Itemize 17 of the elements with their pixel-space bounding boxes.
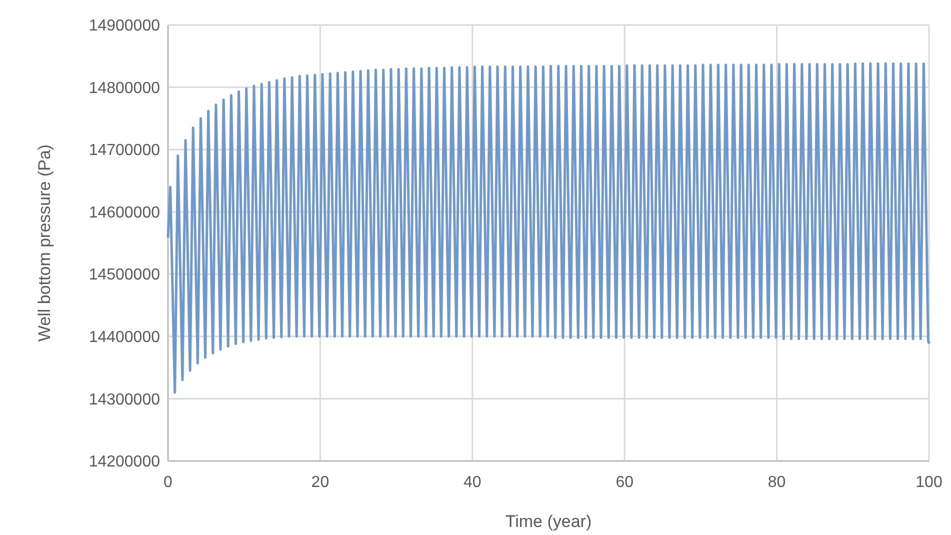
x-tick-label: 0 <box>164 474 173 491</box>
x-axis-title: Time (year) <box>505 512 592 531</box>
x-tick-label: 20 <box>311 474 330 491</box>
line-series <box>166 62 930 394</box>
y-tick-label: 14300000 <box>88 391 160 408</box>
x-tick-label: 80 <box>768 474 786 491</box>
y-tick-label: 14700000 <box>88 142 160 160</box>
x-tick-label: 40 <box>464 474 482 491</box>
y-axis-title: Well bottom pressure (Pa) <box>35 144 54 342</box>
y-tick-label: 14400000 <box>88 329 160 346</box>
x-tick-label: 60 <box>616 474 634 491</box>
y-tick-label: 14200000 <box>88 454 160 471</box>
y-tick-label: 14600000 <box>88 204 160 222</box>
y-tick-label: 14500000 <box>88 266 160 284</box>
x-tick-label: 100 <box>916 474 942 491</box>
y-tick-label: 14900000 <box>88 18 160 35</box>
y-tick-label: 14800000 <box>88 80 160 97</box>
